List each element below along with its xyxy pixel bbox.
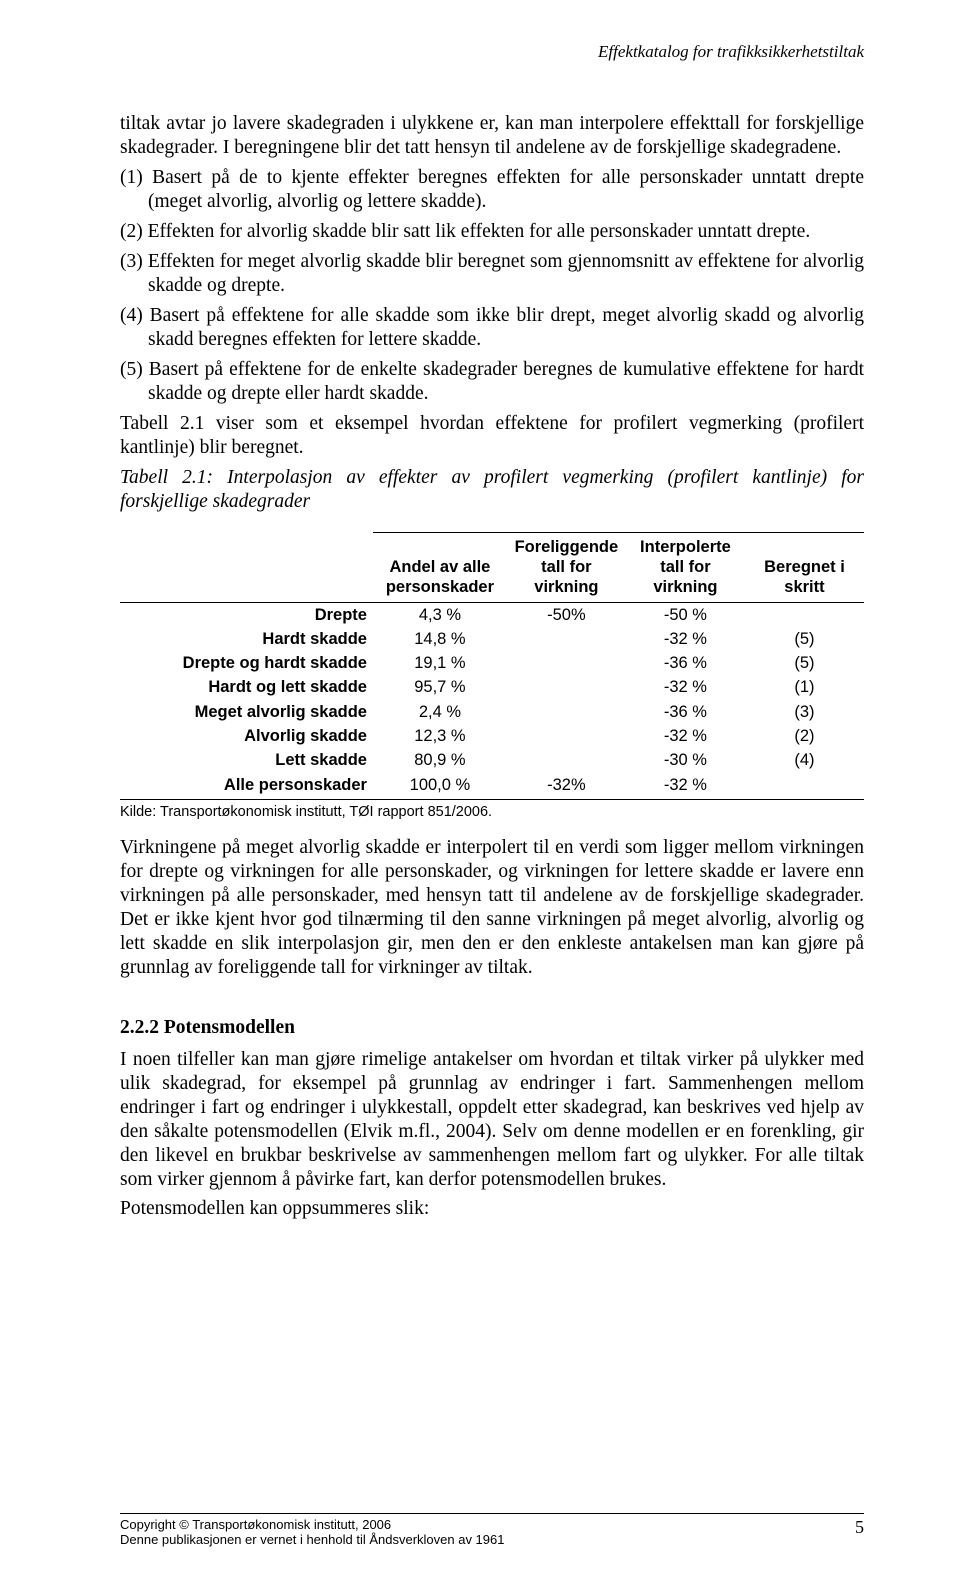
table-row: Drepte og hardt skadde 19,1 % -36 % (5) [120, 651, 864, 675]
running-header: Effektkatalog for trafikksikkerhetstilta… [598, 42, 864, 62]
cell-c3: -32 % [626, 675, 745, 699]
cell-c2 [507, 627, 626, 651]
table-header-blank [120, 532, 373, 602]
cell-c4: (4) [745, 748, 864, 772]
cell-c2 [507, 675, 626, 699]
cell-c2 [507, 700, 626, 724]
cell-c4 [745, 773, 864, 800]
cell-c3: -32 % [626, 724, 745, 748]
table-row: Hardt og lett skadde 95,7 % -32 % (1) [120, 675, 864, 699]
cell-c4: (1) [745, 675, 864, 699]
list-item-3: (3) Effekten for meget alvorlig skadde b… [120, 250, 864, 298]
cell-c3: -50 % [626, 602, 745, 627]
table-body: Drepte 4,3 % -50% -50 % Hardt skadde 14,… [120, 602, 864, 799]
cell-c2 [507, 724, 626, 748]
footer-line-1: Copyright © Transportøkonomisk institutt… [120, 1517, 391, 1532]
footer-line-2: Denne publikasjonen er vernet i henhold … [120, 1532, 504, 1547]
table-header-c4: Beregnet i skritt [745, 532, 864, 602]
table-header-c3: Interpolerte tall for virkning [626, 532, 745, 602]
row-label: Drepte og hardt skadde [120, 651, 373, 675]
cell-c1: 19,1 % [373, 651, 507, 675]
cell-c3: -32 % [626, 773, 745, 800]
table-row: Alle personskader 100,0 % -32% -32 % [120, 773, 864, 800]
table-header-c2: Foreliggende tall for virkning [507, 532, 626, 602]
table-row: Drepte 4,3 % -50% -50 % [120, 602, 864, 627]
row-label: Hardt og lett skadde [120, 675, 373, 699]
page-footer: 5 Copyright © Transportøkonomisk institu… [120, 1513, 864, 1547]
list-item-1: (1) Basert på de to kjente effekter bere… [120, 166, 864, 214]
cell-c2: -32% [507, 773, 626, 800]
table-row: Meget alvorlig skadde 2,4 % -36 % (3) [120, 700, 864, 724]
table-header-c1: Andel av alle personskader [373, 532, 507, 602]
paragraph-potens-2: Potensmodellen kan oppsummeres slik: [120, 1197, 864, 1221]
table-row: Hardt skadde 14,8 % -32 % (5) [120, 627, 864, 651]
row-label: Hardt skadde [120, 627, 373, 651]
cell-c1: 80,9 % [373, 748, 507, 772]
paragraph-intro: tiltak avtar jo lavere skadegraden i uly… [120, 112, 864, 160]
cell-c4: (2) [745, 724, 864, 748]
cell-c1: 12,3 % [373, 724, 507, 748]
cell-c4: (3) [745, 700, 864, 724]
row-label: Drepte [120, 602, 373, 627]
main-content: tiltak avtar jo lavere skadegraden i uly… [120, 112, 864, 1221]
cell-c2: -50% [507, 602, 626, 627]
cell-c4: (5) [745, 651, 864, 675]
cell-c1: 100,0 % [373, 773, 507, 800]
cell-c4 [745, 602, 864, 627]
cell-c2 [507, 748, 626, 772]
paragraph-potens-1: I noen tilfeller kan man gjøre rimelige … [120, 1048, 864, 1192]
row-label: Alvorlig skadde [120, 724, 373, 748]
table-row: Alvorlig skadde 12,3 % -32 % (2) [120, 724, 864, 748]
list-item-4: (4) Basert på effektene for alle skadde … [120, 304, 864, 352]
cell-c3: -30 % [626, 748, 745, 772]
page-container: Effektkatalog for trafikksikkerhetstilta… [0, 0, 960, 1585]
section-heading-2-2-2: 2.2.2 Potensmodellen [120, 1016, 864, 1040]
table-row: Lett skadde 80,9 % -30 % (4) [120, 748, 864, 772]
table-source: Kilde: Transportøkonomisk institutt, TØI… [120, 804, 864, 822]
cell-c3: -36 % [626, 700, 745, 724]
row-label: Alle personskader [120, 773, 373, 800]
cell-c2 [507, 651, 626, 675]
cell-c3: -32 % [626, 627, 745, 651]
row-label: Lett skadde [120, 748, 373, 772]
page-number: 5 [855, 1517, 864, 1538]
cell-c1: 2,4 % [373, 700, 507, 724]
cell-c1: 95,7 % [373, 675, 507, 699]
table-caption: Tabell 2.1: Interpolasjon av effekter av… [120, 466, 864, 514]
paragraph-after-table: Virkningene på meget alvorlig skadde er … [120, 836, 864, 980]
row-label: Meget alvorlig skadde [120, 700, 373, 724]
cell-c1: 14,8 % [373, 627, 507, 651]
paragraph-table-ref: Tabell 2.1 viser som et eksempel hvordan… [120, 412, 864, 460]
list-item-5: (5) Basert på effektene for de enkelte s… [120, 358, 864, 406]
cell-c4: (5) [745, 627, 864, 651]
cell-c3: -36 % [626, 651, 745, 675]
effects-table: Andel av alle personskader Foreliggende … [120, 532, 864, 800]
list-item-2: (2) Effekten for alvorlig skadde blir sa… [120, 220, 864, 244]
cell-c1: 4,3 % [373, 602, 507, 627]
